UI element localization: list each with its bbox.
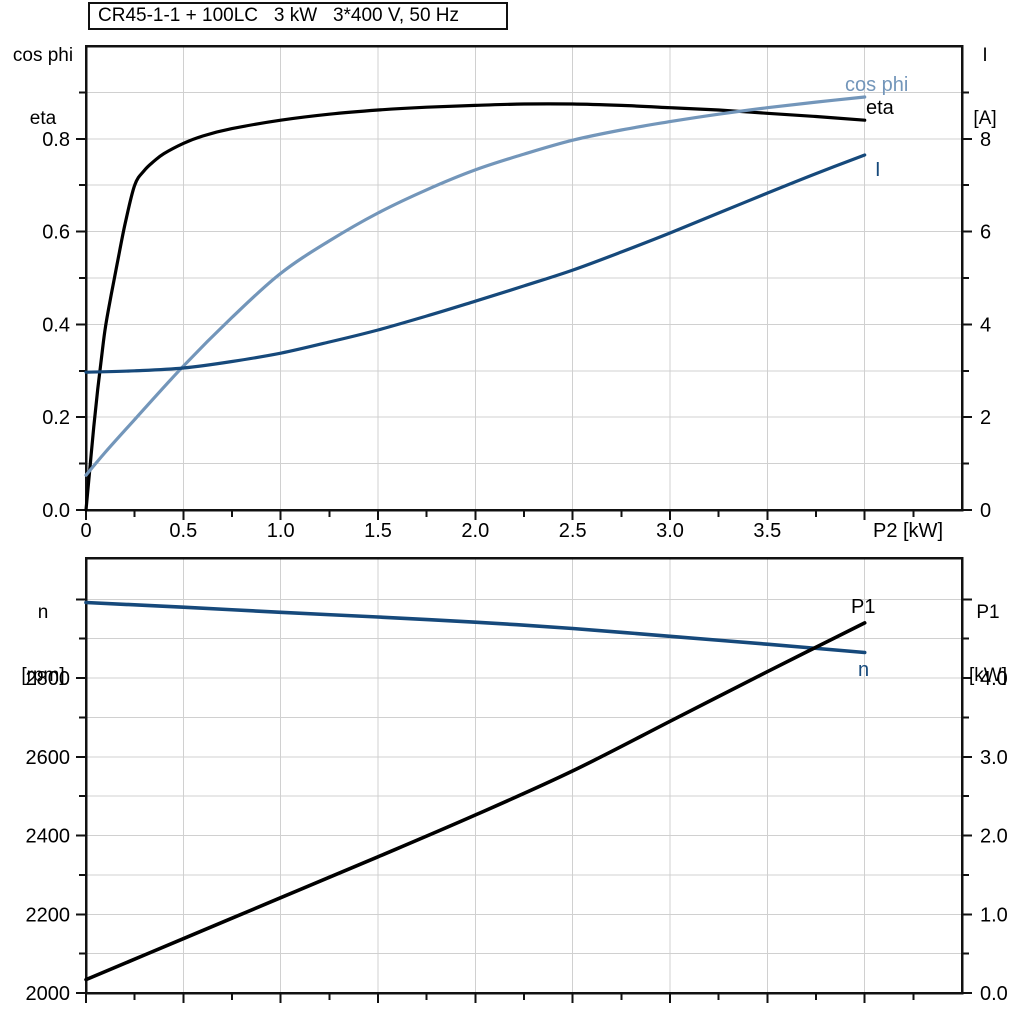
x-tick-label: 0.5 bbox=[169, 520, 197, 542]
chart-title-box: CR45-1-1 + 100LC 3 kW 3*400 V, 50 Hz bbox=[88, 2, 508, 30]
lower-right-axis-title: P1 [kW] bbox=[952, 560, 1024, 728]
y-right-tick-label: 0.0 bbox=[980, 983, 1008, 1005]
upper-right-axis-title: I [A] bbox=[952, 3, 1018, 171]
lower-left-axis-title: n [rpm] bbox=[0, 560, 86, 728]
x-tick-label: 2.5 bbox=[559, 520, 587, 542]
y-left-tick-label: 0.8 bbox=[42, 129, 70, 151]
lower-left-axis-title-line2: [rpm] bbox=[21, 665, 65, 686]
lower-right-axis-title-line1: P1 bbox=[976, 602, 1000, 623]
y-left-tick-label: 2600 bbox=[26, 747, 71, 769]
lower-right-axis-title-line2: [kW] bbox=[969, 665, 1007, 686]
lower-left-axis-title-line1: n bbox=[37, 602, 49, 623]
y-right-tick-label: 1.0 bbox=[980, 904, 1008, 926]
x-tick-label: 3.0 bbox=[656, 520, 684, 542]
upper-right-axis-title-line1: I bbox=[982, 45, 988, 66]
series-n-curve bbox=[84, 600, 867, 655]
x-axis-label: P2 [kW] bbox=[873, 520, 943, 542]
x-tick-label: 2.0 bbox=[461, 520, 489, 542]
y-left-tick-label: 2400 bbox=[26, 826, 71, 848]
y-right-tick-label: 4 bbox=[980, 314, 991, 336]
y-right-tick-label: 6 bbox=[980, 222, 991, 244]
series-cos-phi-curve bbox=[84, 95, 867, 477]
x-tick-label: 1.5 bbox=[364, 520, 392, 542]
series-P1-curve bbox=[84, 621, 867, 982]
y-left-tick-label: 2200 bbox=[26, 904, 71, 926]
series-P1-label: P1 bbox=[851, 596, 875, 618]
upper-left-axis-title-line1: cos phi bbox=[12, 45, 74, 66]
y-left-tick-label: 0.4 bbox=[42, 314, 70, 336]
axis-frame bbox=[84, 556, 964, 995]
y-right-tick-label: 2 bbox=[980, 407, 991, 429]
series-I-curve bbox=[84, 153, 867, 374]
chart-title: CR45-1-1 + 100LC 3 kW 3*400 V, 50 Hz bbox=[98, 5, 460, 26]
upper-left-axis-title-line2: eta bbox=[29, 108, 57, 129]
series-cos-phi-label: cos phi bbox=[845, 74, 908, 96]
y-left-tick-label: 0.6 bbox=[42, 222, 70, 244]
y-left-tick-label: 0.2 bbox=[42, 407, 70, 429]
x-tick-label: 1.0 bbox=[267, 520, 295, 542]
axis-frame bbox=[84, 44, 964, 512]
x-tick-label: 0 bbox=[80, 520, 91, 542]
y-right-tick-label: 8 bbox=[980, 129, 991, 151]
y-right-tick-label: 0 bbox=[980, 500, 991, 522]
y-right-tick-label: 3.0 bbox=[980, 747, 1008, 769]
y-left-tick-label: 2000 bbox=[26, 983, 71, 1005]
series-n-label: n bbox=[858, 659, 869, 681]
y-right-tick-label: 4.0 bbox=[980, 668, 1008, 690]
y-left-tick-label: 0.0 bbox=[42, 500, 70, 522]
upper-right-axis-title-line2: [A] bbox=[973, 108, 997, 129]
series-I-label: I bbox=[875, 159, 881, 181]
series-eta-curve bbox=[84, 102, 867, 512]
y-right-tick-label: 2.0 bbox=[980, 826, 1008, 848]
x-tick-label: 3.5 bbox=[753, 520, 781, 542]
y-left-tick-label: 2800 bbox=[26, 668, 71, 690]
series-eta-label: eta bbox=[866, 97, 895, 119]
upper-left-axis-title: cos phi eta bbox=[0, 3, 86, 171]
